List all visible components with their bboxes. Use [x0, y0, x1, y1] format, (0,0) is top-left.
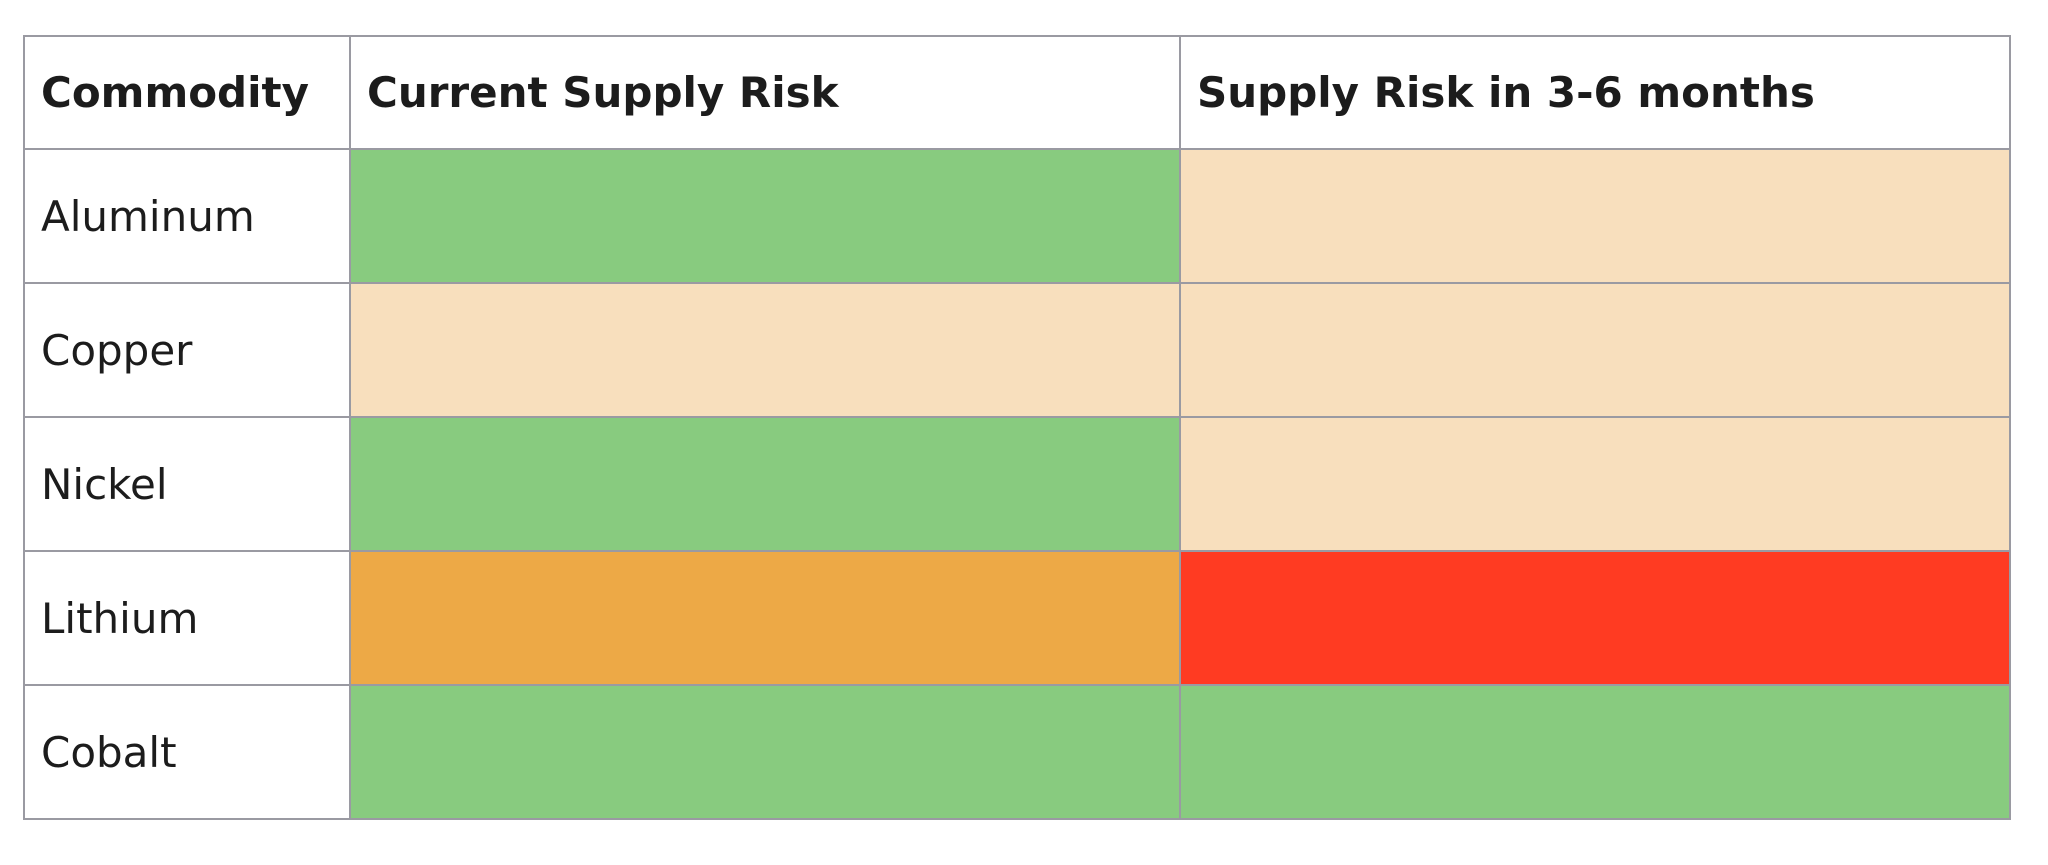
table-row: Aluminum	[23, 148, 2011, 284]
header-cell: Supply Risk in 3-6 months	[1179, 35, 2011, 150]
commodity-cell: Copper	[23, 282, 351, 418]
risk-cell	[349, 282, 1181, 418]
commodity-cell: Aluminum	[23, 148, 351, 284]
table-row: Nickel	[23, 416, 2011, 552]
table-row: Cobalt	[23, 684, 2011, 820]
commodity-cell: Nickel	[23, 416, 351, 552]
table-row: Copper	[23, 282, 2011, 418]
risk-table: Commodity Current Supply Risk Supply Risk …	[23, 35, 2011, 820]
table-body: Aluminum Copper Nickel Lithium Cobalt	[23, 148, 2011, 820]
risk-cell	[349, 550, 1181, 686]
risk-cell	[1179, 550, 2011, 686]
header-row: Commodity Current Supply Risk Supply Risk …	[23, 35, 2011, 150]
risk-cell	[1179, 282, 2011, 418]
table-row: Lithium	[23, 550, 2011, 686]
risk-cell	[1179, 684, 2011, 820]
risk-cell	[349, 416, 1181, 552]
risk-cell	[1179, 148, 2011, 284]
header-cell: Current Supply Risk	[349, 35, 1181, 150]
commodity-cell: Lithium	[23, 550, 351, 686]
risk-cell	[1179, 416, 2011, 552]
risk-cell	[349, 148, 1181, 284]
risk-cell	[349, 684, 1181, 820]
header-cell: Commodity	[23, 35, 351, 150]
commodity-cell: Cobalt	[23, 684, 351, 820]
